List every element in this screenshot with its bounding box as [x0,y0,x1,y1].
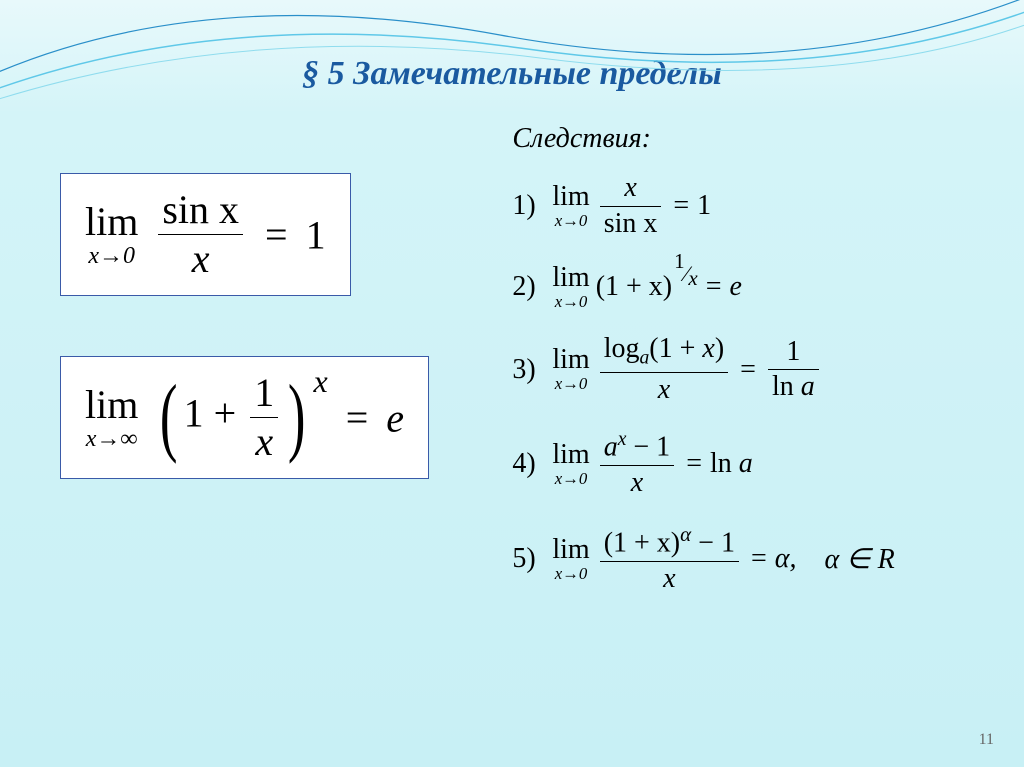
lim-sub: x→0 [555,376,588,393]
right-column: Следствия: 1) lim x→0 x sin x = 1 2) lim… [492,123,984,619]
result: e [730,271,742,303]
second-remarkable-limit-box: lim x→∞ ( 1 + 1 x ) x = e [60,356,429,479]
lim-sub: x→0 [555,566,588,583]
result: ln a [710,448,753,480]
page-number: 11 [979,731,994,749]
base: (1 + x) [596,271,672,303]
lim-label: lim [552,536,589,564]
lim-label: lim [552,346,589,374]
result-den: ln a [768,372,819,403]
denominator: x [654,375,674,406]
lim-label: lim [552,183,589,211]
result: 1 [697,190,711,222]
slide-title: § 5 Замечательные пределы [0,0,1024,103]
denominator: x [659,564,679,595]
lim-sub: x→0 [555,294,588,311]
content-area: lim x→0 sin x x = 1 lim x→∞ ( [0,103,1024,619]
item-number: 3) [512,354,552,386]
denominator: x [188,237,214,281]
condition: α ∈ R [824,542,894,576]
denominator: x [627,468,647,499]
corollary-5: 5) lim x→0 (1 + x)α − 1 x = α, α ∈ R [512,523,984,595]
corollaries-heading: Следствия: [512,123,984,155]
numerator: loga(1 + x) [600,334,728,369]
numerator: x [620,173,640,204]
lim-label: lim [552,441,589,469]
result: α, [775,543,797,575]
numerator: ax − 1 [600,429,675,463]
frac-num: 1 [250,371,278,415]
first-remarkable-limit-box: lim x→0 sin x x = 1 [60,173,351,296]
lim-sub: x→0 [555,471,588,488]
inner-left: 1 + [184,391,237,436]
corollary-1: 1) lim x→0 x sin x = 1 [512,173,984,240]
exp-bot: x [688,266,697,290]
lim-label: lim [85,385,138,425]
numerator: sin x [158,188,243,232]
lim-label: lim [552,264,589,292]
numerator: (1 + x)α − 1 [600,523,739,559]
lim-sub: x→0 [88,244,135,268]
exponent: x [314,363,328,399]
result: 1 [306,212,326,257]
result-num: 1 [782,337,804,368]
exp-top: 1 [674,249,685,273]
lim-sub: x→∞ [86,427,138,451]
frac-den: x [251,420,277,464]
item-number: 1) [512,190,552,222]
result: e [386,395,404,440]
lim-label: lim [85,202,138,242]
item-number: 4) [512,448,552,480]
lim-sub: x→0 [555,213,588,230]
item-number: 5) [512,543,552,575]
corollary-3: 3) lim x→0 loga(1 + x) x = 1 ln a [512,334,984,405]
corollary-2: 2) lim x→0 (1 + x)1⁄x = e [512,264,984,311]
corollary-4: 4) lim x→0 ax − 1 x = ln a [512,429,984,499]
item-number: 2) [512,271,552,303]
denominator: sin x [600,209,662,240]
left-column: lim x→0 sin x x = 1 lim x→∞ ( [60,123,492,619]
